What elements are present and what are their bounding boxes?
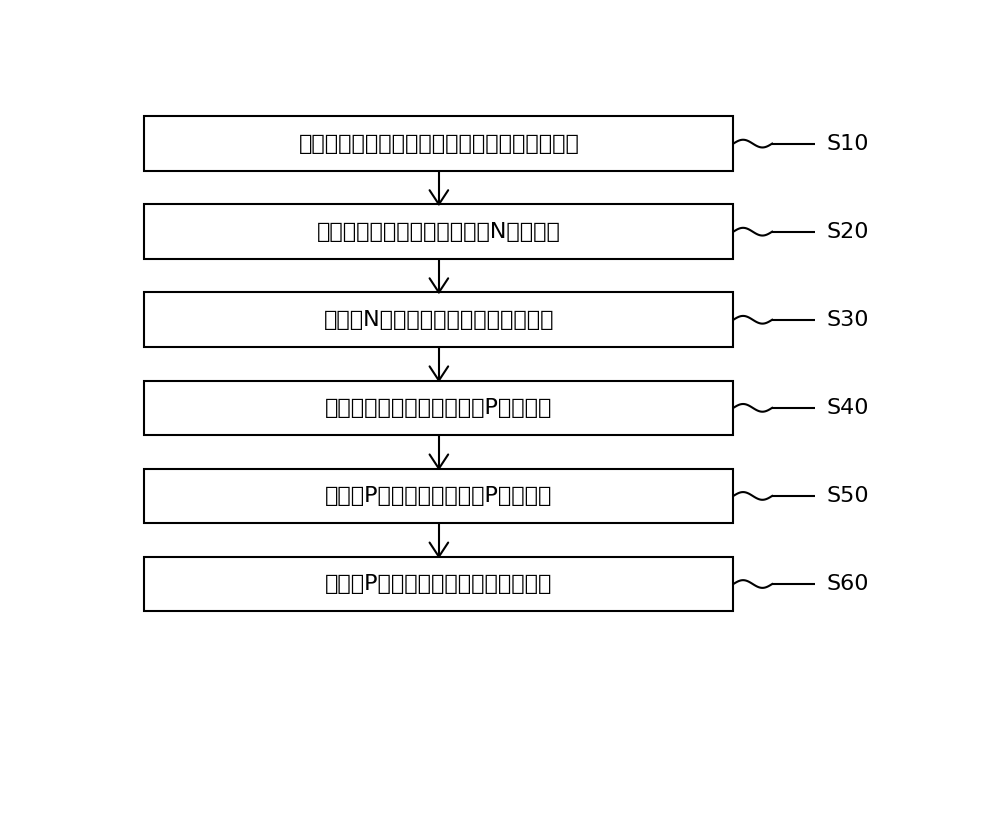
FancyBboxPatch shape [144, 557, 733, 611]
Text: S40: S40 [826, 397, 869, 418]
FancyBboxPatch shape [144, 468, 733, 524]
Text: S20: S20 [826, 221, 869, 241]
Text: S60: S60 [826, 574, 869, 594]
Text: 在所述P型限制层上生长一P型覆盖层: 在所述P型限制层上生长一P型覆盖层 [325, 486, 553, 506]
Text: 在所述多量子阱层上生长一P型限制层: 在所述多量子阱层上生长一P型限制层 [325, 397, 553, 418]
Text: S50: S50 [826, 486, 869, 506]
FancyBboxPatch shape [144, 292, 733, 347]
FancyBboxPatch shape [144, 381, 733, 435]
Text: S10: S10 [826, 134, 869, 154]
FancyBboxPatch shape [144, 116, 733, 171]
Text: 在所述P型覆盖层上生长一电流扩展层: 在所述P型覆盖层上生长一电流扩展层 [325, 574, 553, 594]
Text: S30: S30 [826, 310, 869, 330]
FancyBboxPatch shape [144, 205, 733, 259]
Text: 在所述N型限制层上生长一多量子阱层: 在所述N型限制层上生长一多量子阱层 [324, 310, 554, 330]
Text: 在所述布拉格反射镜上生长一N型限制层: 在所述布拉格反射镜上生长一N型限制层 [317, 221, 561, 241]
Text: 提供一衬底并在所述衬底上生长一布拉格反射镜: 提供一衬底并在所述衬底上生长一布拉格反射镜 [298, 134, 579, 154]
